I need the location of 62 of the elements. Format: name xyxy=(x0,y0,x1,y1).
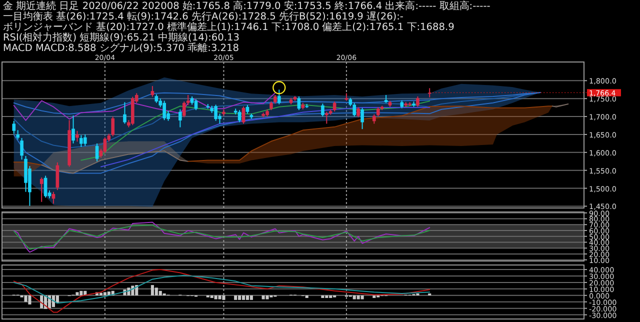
bar xyxy=(246,295,249,300)
candlestick xyxy=(16,130,20,140)
bar xyxy=(99,292,103,296)
bar xyxy=(158,290,162,296)
candlestick xyxy=(376,106,380,118)
bar xyxy=(218,295,222,300)
bar xyxy=(266,295,269,300)
candlestick xyxy=(150,86,154,98)
text: RSI(相対力指数) 短期線(9):65.21 中期線(14):60.13 xyxy=(3,32,240,44)
bar xyxy=(222,295,226,300)
bar xyxy=(360,295,364,300)
bar xyxy=(356,295,360,300)
bar xyxy=(250,295,253,300)
bar xyxy=(372,295,376,298)
bar xyxy=(154,288,158,296)
candlestick xyxy=(416,96,420,108)
bar xyxy=(24,295,28,302)
bar xyxy=(262,295,265,300)
candlestick xyxy=(352,102,356,118)
candlestick xyxy=(194,98,198,111)
bar xyxy=(131,286,134,296)
candlestick xyxy=(12,120,16,134)
chart-title: 金 期近連続 日足 2020/06/22 202008 始:1765.8 高:1779.0 安:1753.5 終:1766.4 出来高:----- 取組高:----- xyxy=(3,0,491,12)
candlestick xyxy=(321,103,324,118)
candlestick xyxy=(83,134,87,146)
bar xyxy=(329,295,332,298)
line-series xyxy=(80,100,430,161)
bar xyxy=(305,295,308,298)
candlestick xyxy=(123,102,126,124)
bar xyxy=(325,295,328,298)
candlestick xyxy=(56,162,60,191)
candlestick xyxy=(277,89,281,105)
candlestick xyxy=(95,142,99,162)
text: ボリンジャーバンド 基(20):1727.0 標準偏差上(1):1746.1 下:1708.0 偏差上(2):1765.1 下:1688.9 xyxy=(3,21,454,33)
bar xyxy=(214,295,218,300)
bar xyxy=(150,285,154,296)
line-series xyxy=(13,269,430,313)
candlestick xyxy=(72,114,75,144)
candlestick xyxy=(162,100,166,121)
candlestick xyxy=(76,130,79,142)
candlestick xyxy=(40,177,44,202)
bar xyxy=(352,295,356,300)
candlestick xyxy=(297,96,301,111)
candlestick xyxy=(80,134,83,148)
bar xyxy=(80,290,83,296)
candlestick xyxy=(178,108,182,128)
text: 一目均衡表 基(26):1725.4 転(9):1742.6 先行A(26):1728.5 先行B(52):1619.9 遅(26):- xyxy=(3,10,404,22)
candlestick xyxy=(356,106,360,118)
bar xyxy=(321,295,324,298)
candlestick xyxy=(214,104,218,122)
bar xyxy=(135,285,138,296)
bar xyxy=(76,292,79,296)
text: MACD MACD:8.588 シグナル(9):5.370 乖離:3.218 xyxy=(3,42,239,54)
candlestick xyxy=(242,106,246,124)
line-series xyxy=(13,274,430,304)
candlestick xyxy=(360,107,364,130)
bar xyxy=(103,292,106,296)
bar xyxy=(238,295,242,300)
bar xyxy=(234,295,238,300)
bar xyxy=(242,295,246,300)
bar xyxy=(28,295,32,304)
bar xyxy=(210,295,214,298)
